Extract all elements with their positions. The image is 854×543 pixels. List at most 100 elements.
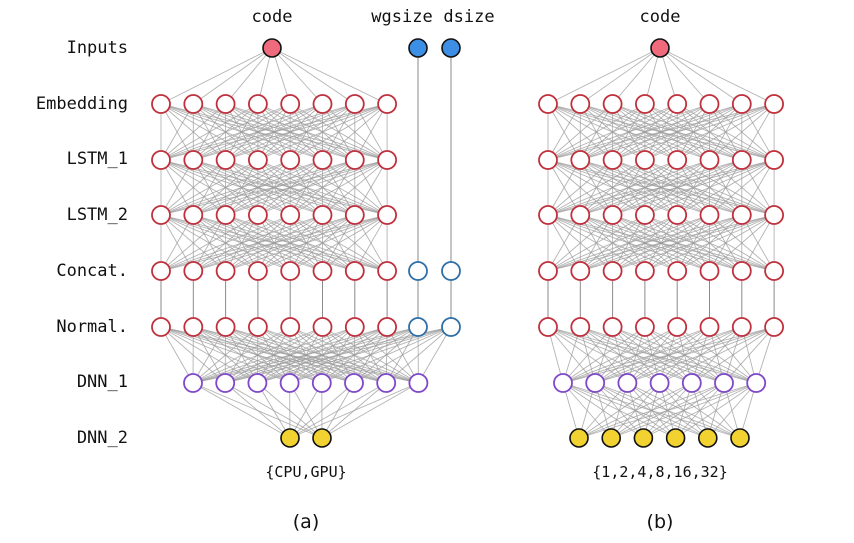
panel-a-dnn1-node bbox=[248, 374, 266, 392]
panel-a-layer-node bbox=[184, 206, 202, 224]
panel-a-layer-node bbox=[249, 95, 267, 113]
panel-a-layer-node bbox=[346, 151, 364, 169]
panel-a-layer-node bbox=[281, 262, 299, 280]
panel-a-dnn1-node bbox=[184, 374, 202, 392]
layer-label-lstm-1: LSTM_1 bbox=[67, 149, 128, 169]
panel-b-layer-node bbox=[701, 206, 719, 224]
panel-a-wgsize-input-node bbox=[409, 39, 427, 57]
panel-b-layer-node bbox=[604, 318, 622, 336]
panel-a-layer-node bbox=[152, 151, 170, 169]
panel-b-layer-node bbox=[701, 318, 719, 336]
panel-b-layer-node bbox=[668, 95, 686, 113]
panel-b-code-input-node bbox=[651, 39, 669, 57]
panel-b-layer-node bbox=[668, 151, 686, 169]
panel-b-layer-node bbox=[733, 262, 751, 280]
panel-b-layer-node bbox=[636, 95, 654, 113]
panel-a-input-edge bbox=[272, 48, 323, 104]
panel-a-dnn1-node bbox=[377, 374, 395, 392]
panel-a-layer-node bbox=[314, 206, 332, 224]
panel-b-layer-node bbox=[765, 262, 783, 280]
panel-a-layer-node bbox=[346, 318, 364, 336]
panel-b-layer-node bbox=[571, 95, 589, 113]
panel-a-dnn1-dnn2-edge bbox=[290, 383, 386, 438]
panel-a-aux-node bbox=[442, 318, 460, 336]
panel-a-normal-dnn1-edge bbox=[290, 327, 451, 383]
panel-a-output-node bbox=[313, 429, 331, 447]
panel-b-output-node bbox=[570, 429, 588, 447]
panel-a-output-label: {CPU,GPU} bbox=[265, 463, 346, 481]
panel-a-layer-node bbox=[249, 151, 267, 169]
panel-b-normal-dnn1-edge bbox=[692, 327, 774, 383]
panel-a-layer-node bbox=[184, 262, 202, 280]
panel-b-dnn1-node bbox=[651, 374, 669, 392]
panel-a-layer-node bbox=[281, 318, 299, 336]
panel-a-layer-node bbox=[152, 206, 170, 224]
panel-b-layer-node bbox=[701, 95, 719, 113]
panel-b-layer-node bbox=[701, 151, 719, 169]
panel-a-aux-node bbox=[409, 318, 427, 336]
panel-b-layer-node bbox=[636, 151, 654, 169]
layer-label-concat: Concat. bbox=[56, 261, 128, 281]
panel-b-layer-node bbox=[539, 262, 557, 280]
panel-a-dnn1-node bbox=[409, 374, 427, 392]
panel-a-layer-node bbox=[217, 206, 235, 224]
panel-a-input-edge bbox=[272, 48, 355, 104]
panel-b-dnn1-dnn2-edge bbox=[708, 383, 756, 438]
panel-b-layer-node bbox=[668, 318, 686, 336]
panel-b-layer-node bbox=[604, 151, 622, 169]
panel-b-dnn1-node bbox=[683, 374, 701, 392]
panel-b-layer-node bbox=[604, 95, 622, 113]
panel-a-caption: (a) bbox=[293, 511, 319, 533]
panel-b-layer-node bbox=[571, 318, 589, 336]
layer-label-lstm-2: LSTM_2 bbox=[67, 205, 128, 225]
panel-a-layer-node bbox=[184, 318, 202, 336]
panel-a-layer-node bbox=[249, 206, 267, 224]
panel-b-input-edge bbox=[660, 48, 710, 104]
panel-b-layer-node bbox=[765, 151, 783, 169]
panel-b-dnn1-dnn2-edge bbox=[579, 383, 756, 438]
panel-a-layer-node bbox=[378, 262, 396, 280]
panel-a-layer-node bbox=[378, 95, 396, 113]
panel-a-layer-node bbox=[152, 262, 170, 280]
panel-b-code-label: code bbox=[640, 7, 681, 27]
panel-b-dnn1-node bbox=[715, 374, 733, 392]
panel-b-output-node bbox=[731, 429, 749, 447]
panel-a-dnn1-node bbox=[216, 374, 234, 392]
panel-b-layer-node bbox=[733, 318, 751, 336]
panel-a-dsize-input-node bbox=[442, 39, 460, 57]
panel-b-caption: (b) bbox=[647, 511, 674, 533]
panel-a-layer-node bbox=[314, 151, 332, 169]
panel-b-layer-node bbox=[668, 262, 686, 280]
panel-b-dnn1-node bbox=[554, 374, 572, 392]
panel-a-dnn1-node bbox=[281, 374, 299, 392]
panel-a-layer-node bbox=[378, 206, 396, 224]
panel-a-layer-node bbox=[314, 95, 332, 113]
panel-b-layer-node bbox=[733, 206, 751, 224]
panel-a-code-label: code bbox=[252, 7, 293, 27]
panel-b-layer-node bbox=[539, 95, 557, 113]
panel-a-layer-node bbox=[217, 262, 235, 280]
layer-labels: Inputs Embedding LSTM_1 LSTM_2 Concat. N… bbox=[36, 38, 128, 448]
panel-a-output-node bbox=[281, 429, 299, 447]
panel-a-code-input-node bbox=[263, 39, 281, 57]
panel-b-layer-node bbox=[668, 206, 686, 224]
panel-a-layer-node bbox=[378, 151, 396, 169]
layer-label-dnn-2: DNN_2 bbox=[77, 428, 128, 448]
panel-a-layer-node bbox=[314, 318, 332, 336]
panel-a-layer-node bbox=[184, 95, 202, 113]
panel-b-output-node bbox=[634, 429, 652, 447]
panel-b-layer-node bbox=[539, 206, 557, 224]
panel-b-layer-node bbox=[765, 318, 783, 336]
panel-a-layer-node bbox=[217, 318, 235, 336]
panel-a-layer-node bbox=[152, 95, 170, 113]
panel-b-layer-node bbox=[765, 206, 783, 224]
panel-b-layer-node bbox=[701, 262, 719, 280]
layer-label-normal: Normal. bbox=[56, 317, 128, 337]
panel-a-layer-node bbox=[314, 262, 332, 280]
panel-a-layer-node bbox=[249, 318, 267, 336]
panel-b-layer-node bbox=[636, 262, 654, 280]
panel-b-layer-node bbox=[539, 318, 557, 336]
panel-b-layer-node bbox=[765, 95, 783, 113]
panel-a-layer-node bbox=[217, 95, 235, 113]
